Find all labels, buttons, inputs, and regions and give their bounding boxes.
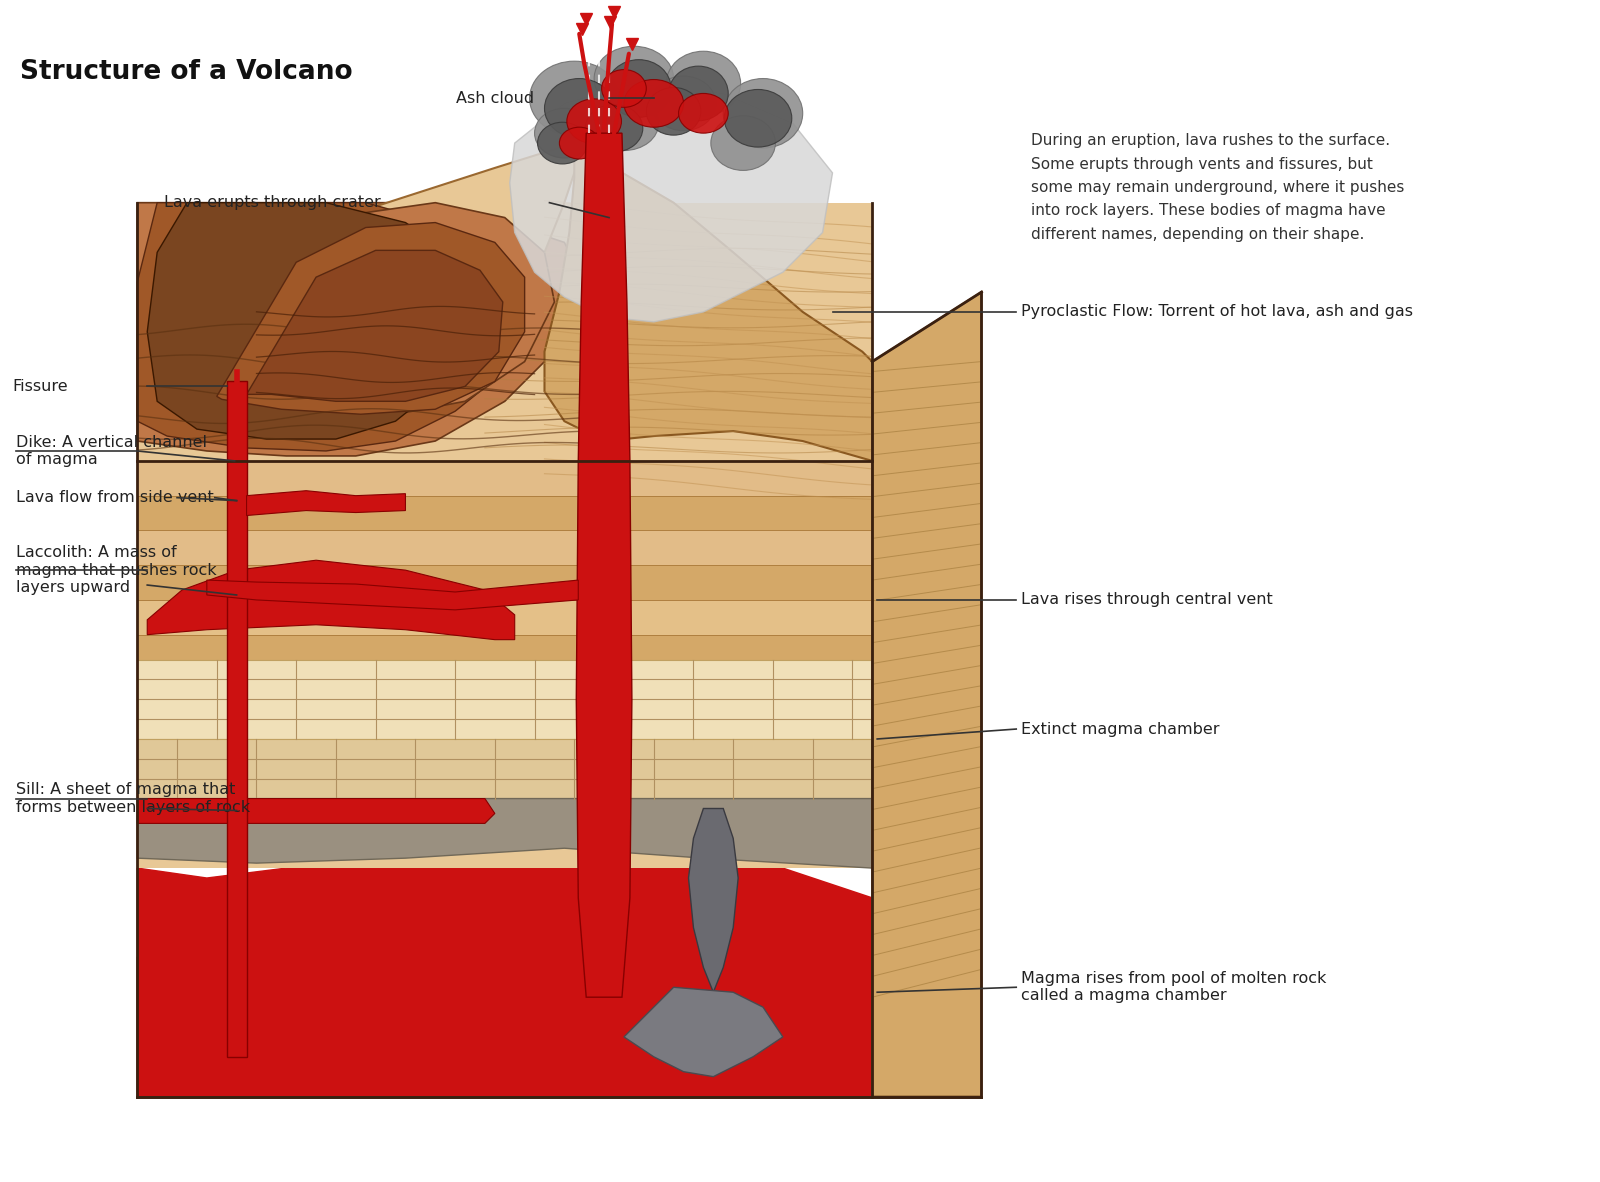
Ellipse shape — [723, 78, 803, 148]
Polygon shape — [138, 461, 872, 868]
Ellipse shape — [710, 116, 776, 170]
Polygon shape — [138, 202, 534, 452]
Ellipse shape — [666, 51, 741, 116]
Polygon shape — [138, 202, 872, 461]
Ellipse shape — [624, 79, 683, 128]
Ellipse shape — [678, 93, 728, 134]
Polygon shape — [206, 580, 578, 610]
Ellipse shape — [586, 104, 643, 152]
Text: During an eruption, lava rushes to the surface.
Some erupts through vents and fi: During an eruption, lava rushes to the s… — [1030, 134, 1405, 242]
Ellipse shape — [725, 90, 792, 147]
Text: Lava rises through central vent: Lava rises through central vent — [1021, 592, 1274, 608]
Polygon shape — [138, 143, 579, 427]
Text: Laccolith: A mass of
magma that pushes rock
layers upward: Laccolith: A mass of magma that pushes r… — [16, 545, 216, 595]
Ellipse shape — [651, 76, 715, 131]
Polygon shape — [138, 635, 872, 660]
Polygon shape — [688, 808, 738, 992]
Ellipse shape — [606, 59, 670, 117]
Ellipse shape — [602, 70, 646, 108]
Polygon shape — [872, 292, 981, 1097]
Polygon shape — [510, 84, 832, 322]
Ellipse shape — [594, 46, 674, 111]
Text: Pyroclastic Flow: Torrent of hot lava, ash and gas: Pyroclastic Flow: Torrent of hot lava, a… — [1021, 305, 1413, 319]
Polygon shape — [138, 495, 872, 531]
Ellipse shape — [534, 109, 594, 158]
Polygon shape — [147, 202, 475, 439]
Polygon shape — [138, 799, 872, 868]
Text: Structure of a Volcano: Structure of a Volcano — [21, 59, 352, 85]
Text: Dike: A vertical channel
of magma: Dike: A vertical channel of magma — [16, 435, 206, 467]
Polygon shape — [138, 565, 872, 600]
Polygon shape — [138, 928, 981, 1097]
Polygon shape — [544, 143, 872, 461]
Polygon shape — [216, 222, 525, 414]
Polygon shape — [138, 818, 872, 1097]
Polygon shape — [576, 134, 632, 998]
Ellipse shape — [589, 96, 659, 150]
Polygon shape — [138, 531, 872, 565]
Text: Extinct magma chamber: Extinct magma chamber — [1021, 721, 1219, 736]
Ellipse shape — [566, 99, 621, 143]
Polygon shape — [138, 461, 872, 495]
Ellipse shape — [560, 128, 598, 160]
Text: Lava flow from side vent: Lava flow from side vent — [16, 491, 214, 505]
Text: Magma rises from pool of molten rock
called a magma chamber: Magma rises from pool of molten rock cal… — [1021, 972, 1326, 1004]
Polygon shape — [138, 739, 872, 799]
Ellipse shape — [646, 87, 701, 135]
Polygon shape — [138, 799, 494, 824]
Polygon shape — [138, 600, 872, 635]
Text: Fissure: Fissure — [13, 379, 67, 394]
Polygon shape — [624, 987, 782, 1077]
Polygon shape — [147, 560, 515, 639]
Ellipse shape — [538, 122, 587, 164]
Ellipse shape — [530, 61, 619, 136]
Text: Ash cloud: Ash cloud — [456, 91, 534, 106]
Text: Sill: A sheet of magma that
forms between layers of rock: Sill: A sheet of magma that forms betwee… — [16, 782, 250, 814]
Polygon shape — [138, 660, 872, 739]
Polygon shape — [227, 382, 246, 1057]
Polygon shape — [246, 491, 405, 515]
Ellipse shape — [544, 78, 614, 138]
Polygon shape — [246, 251, 502, 402]
Polygon shape — [138, 202, 584, 456]
Polygon shape — [206, 202, 555, 416]
Ellipse shape — [669, 66, 728, 121]
Text: Lava erupts through crater: Lava erupts through crater — [163, 195, 381, 210]
